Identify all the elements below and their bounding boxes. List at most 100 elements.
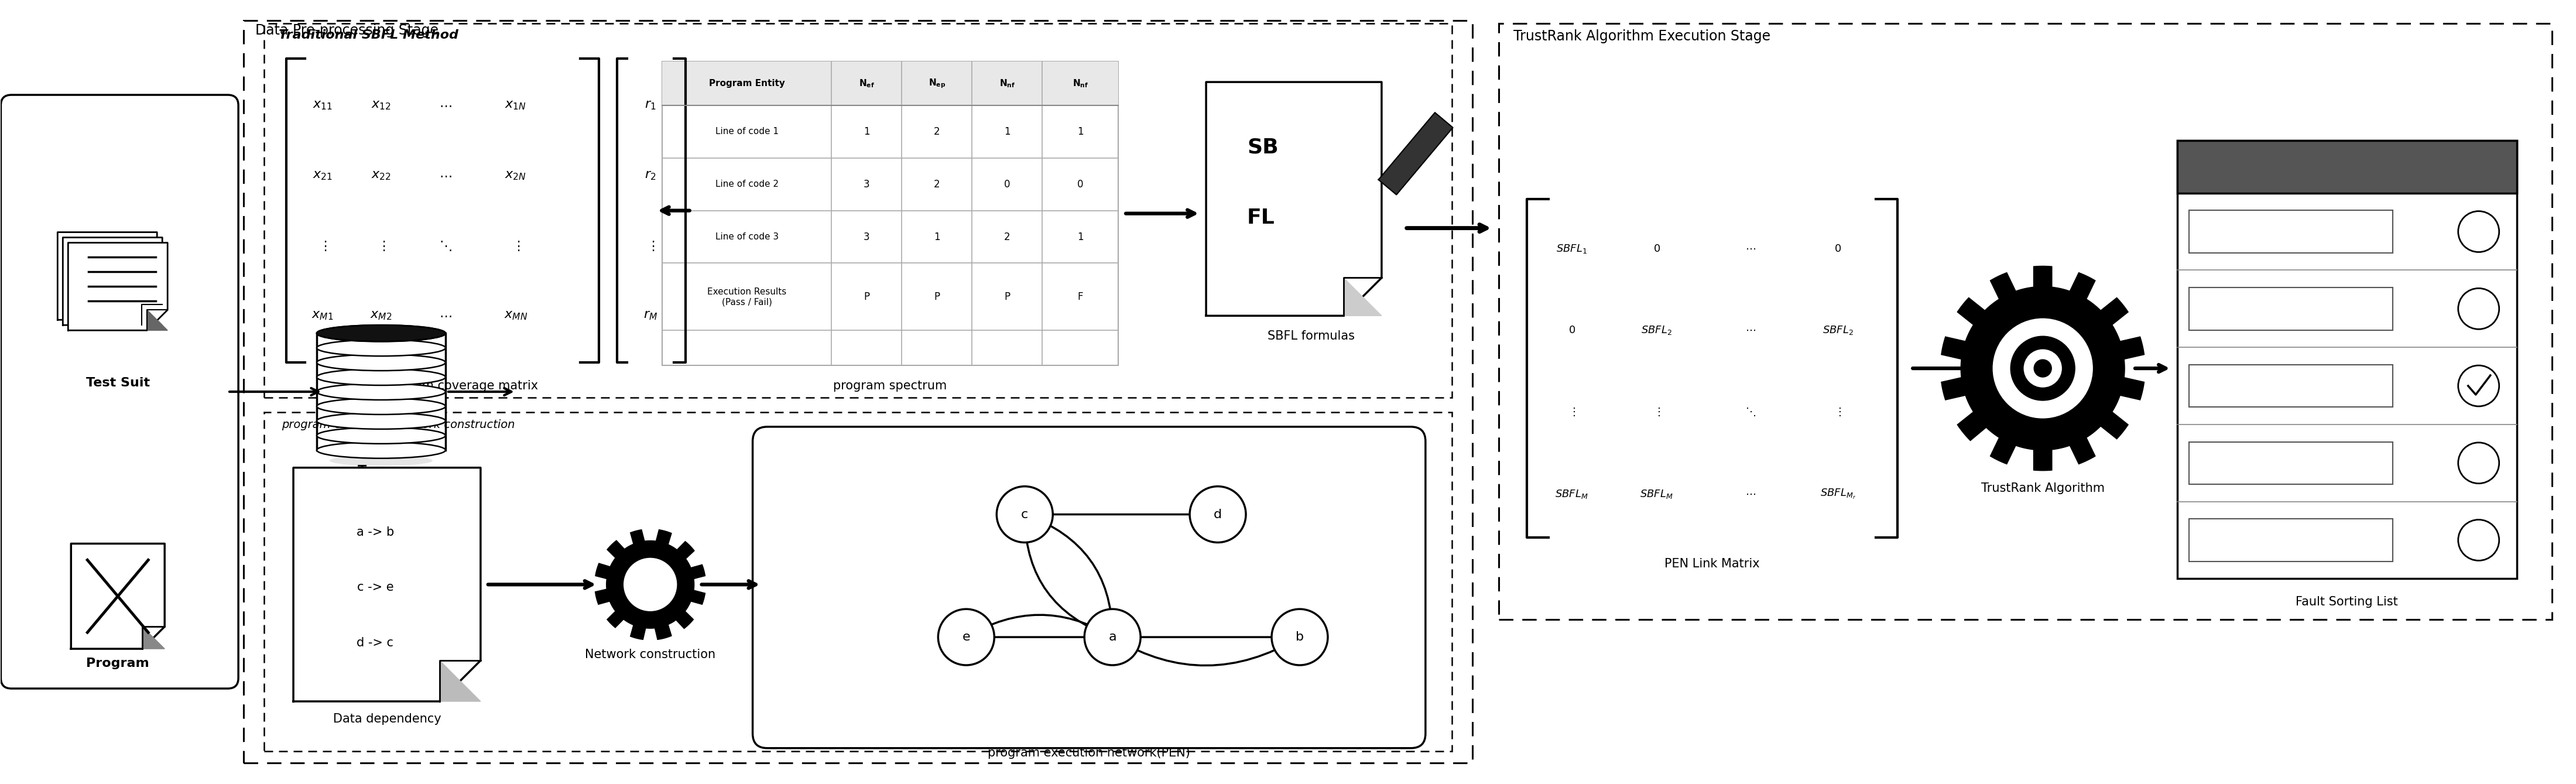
Text: $\vdots$: $\vdots$: [1834, 407, 1842, 418]
Text: $x_{M1}$: $x_{M1}$: [312, 310, 335, 321]
Ellipse shape: [317, 369, 446, 385]
Bar: [2190, 365, 2393, 407]
Text: $x_{21}$: $x_{21}$: [312, 169, 332, 181]
Text: $\ddots$: $\ddots$: [438, 239, 451, 252]
Circle shape: [1084, 609, 1141, 665]
Text: 1: 1: [1077, 231, 1084, 242]
Text: $SBFL_M$: $SBFL_M$: [1641, 488, 1674, 500]
Bar: [265, 24, 1453, 397]
FancyBboxPatch shape: [752, 426, 1425, 748]
Bar: [2190, 441, 2393, 485]
Ellipse shape: [330, 456, 433, 466]
Polygon shape: [595, 530, 706, 640]
Text: $x_{12}$: $x_{12}$: [371, 100, 392, 111]
Text: $r_2$: $r_2$: [644, 169, 657, 181]
Polygon shape: [137, 299, 157, 320]
Text: a: a: [1108, 631, 1115, 643]
Text: $SBFL_M$: $SBFL_M$: [1556, 488, 1589, 500]
Ellipse shape: [317, 339, 446, 356]
Circle shape: [1273, 609, 1327, 665]
Text: PEN Link Matrix: PEN Link Matrix: [1664, 558, 1759, 570]
Bar: [662, 62, 1118, 365]
Text: 0: 0: [1077, 179, 1084, 190]
Text: d -> c: d -> c: [358, 637, 394, 649]
Text: $x_{MN}$: $x_{MN}$: [505, 310, 528, 321]
Ellipse shape: [317, 325, 446, 342]
Polygon shape: [1206, 82, 1381, 316]
Text: 3: 3: [863, 179, 871, 190]
Text: e: e: [963, 631, 971, 643]
Text: program spectrum: program spectrum: [832, 380, 948, 392]
Text: Line of code 3: Line of code 3: [716, 233, 778, 241]
Text: $SBFL_2$: $SBFL_2$: [1641, 325, 1672, 336]
Ellipse shape: [317, 412, 446, 429]
Text: $SBFL_2$: $SBFL_2$: [1821, 325, 1855, 336]
Text: $\ddots$: $\ddots$: [1744, 407, 1754, 418]
Text: $x_{M2}$: $x_{M2}$: [371, 310, 392, 321]
Polygon shape: [1378, 113, 1453, 194]
Text: Program: Program: [85, 658, 149, 670]
Text: Line of code 2: Line of code 2: [716, 180, 778, 189]
Text: $\mathbf{N_{nf}}$: $\mathbf{N_{nf}}$: [999, 78, 1015, 89]
Text: 0: 0: [1005, 179, 1010, 190]
Text: Line of code 1: Line of code 1: [716, 127, 778, 136]
Text: TrustRank Algorithm: TrustRank Algorithm: [1981, 482, 2105, 494]
Polygon shape: [294, 468, 482, 702]
Text: $\cdots$: $\cdots$: [1744, 325, 1754, 336]
Text: TrustRank Algorithm Execution Stage: TrustRank Algorithm Execution Stage: [1512, 30, 1770, 43]
Text: $\cdots$: $\cdots$: [438, 310, 451, 321]
Text: $\mathbf{N_{ep}}$: $\mathbf{N_{ep}}$: [927, 78, 945, 89]
Circle shape: [2458, 442, 2499, 484]
Ellipse shape: [317, 383, 446, 400]
Text: $0$: $0$: [1654, 243, 1659, 254]
Text: $x_{22}$: $x_{22}$: [371, 169, 392, 181]
Circle shape: [938, 609, 994, 665]
Ellipse shape: [317, 325, 446, 342]
Text: a -> b: a -> b: [355, 526, 394, 538]
Circle shape: [2458, 211, 2499, 252]
Text: $\cdots$: $\cdots$: [438, 100, 451, 111]
Text: $SBFL_1$: $SBFL_1$: [1556, 243, 1587, 255]
Ellipse shape: [317, 398, 446, 415]
Bar: [662, 62, 1118, 105]
Circle shape: [1190, 486, 1247, 543]
Bar: [2190, 288, 2393, 330]
Text: 1: 1: [1005, 126, 1010, 137]
Text: $SBFL_{M_r}$: $SBFL_{M_r}$: [1821, 488, 1855, 500]
Text: Program coverage matrix: Program coverage matrix: [381, 380, 538, 392]
Polygon shape: [142, 626, 165, 649]
Text: program execution network construction: program execution network construction: [281, 419, 515, 430]
Text: $x_{2N}$: $x_{2N}$: [505, 169, 526, 181]
Circle shape: [997, 486, 1054, 543]
Text: Fault Sorting List: Fault Sorting List: [2295, 596, 2398, 608]
Polygon shape: [72, 543, 165, 649]
Text: Data Pre-processing Stage: Data Pre-processing Stage: [255, 24, 438, 38]
Circle shape: [2458, 289, 2499, 329]
Ellipse shape: [317, 442, 446, 459]
Circle shape: [2458, 365, 2499, 406]
Circle shape: [1994, 318, 2092, 418]
Text: $\vdots$: $\vdots$: [319, 239, 327, 252]
Text: 2: 2: [935, 126, 940, 137]
Polygon shape: [67, 243, 167, 330]
Text: program execution network(PEN): program execution network(PEN): [987, 747, 1190, 759]
Text: SBFL formulas: SBFL formulas: [1267, 330, 1355, 342]
Text: F: F: [1077, 292, 1082, 302]
Text: $\vdots$: $\vdots$: [513, 239, 520, 252]
Text: SB: SB: [1247, 137, 1278, 158]
Polygon shape: [57, 232, 157, 320]
Ellipse shape: [317, 354, 446, 371]
Text: b: b: [1296, 631, 1303, 643]
Text: Execution Results
(Pass / Fail): Execution Results (Pass / Fail): [708, 287, 786, 307]
Text: Network construction: Network construction: [585, 649, 716, 660]
Text: $\cdots$: $\cdots$: [438, 169, 451, 181]
Bar: [2177, 140, 2517, 193]
Bar: [317, 333, 446, 450]
Text: c -> e: c -> e: [358, 582, 394, 593]
Bar: [265, 412, 1453, 751]
Text: P: P: [935, 292, 940, 302]
Bar: [245, 20, 1473, 763]
Polygon shape: [62, 238, 162, 325]
FancyBboxPatch shape: [0, 95, 240, 688]
Polygon shape: [1942, 266, 2143, 470]
